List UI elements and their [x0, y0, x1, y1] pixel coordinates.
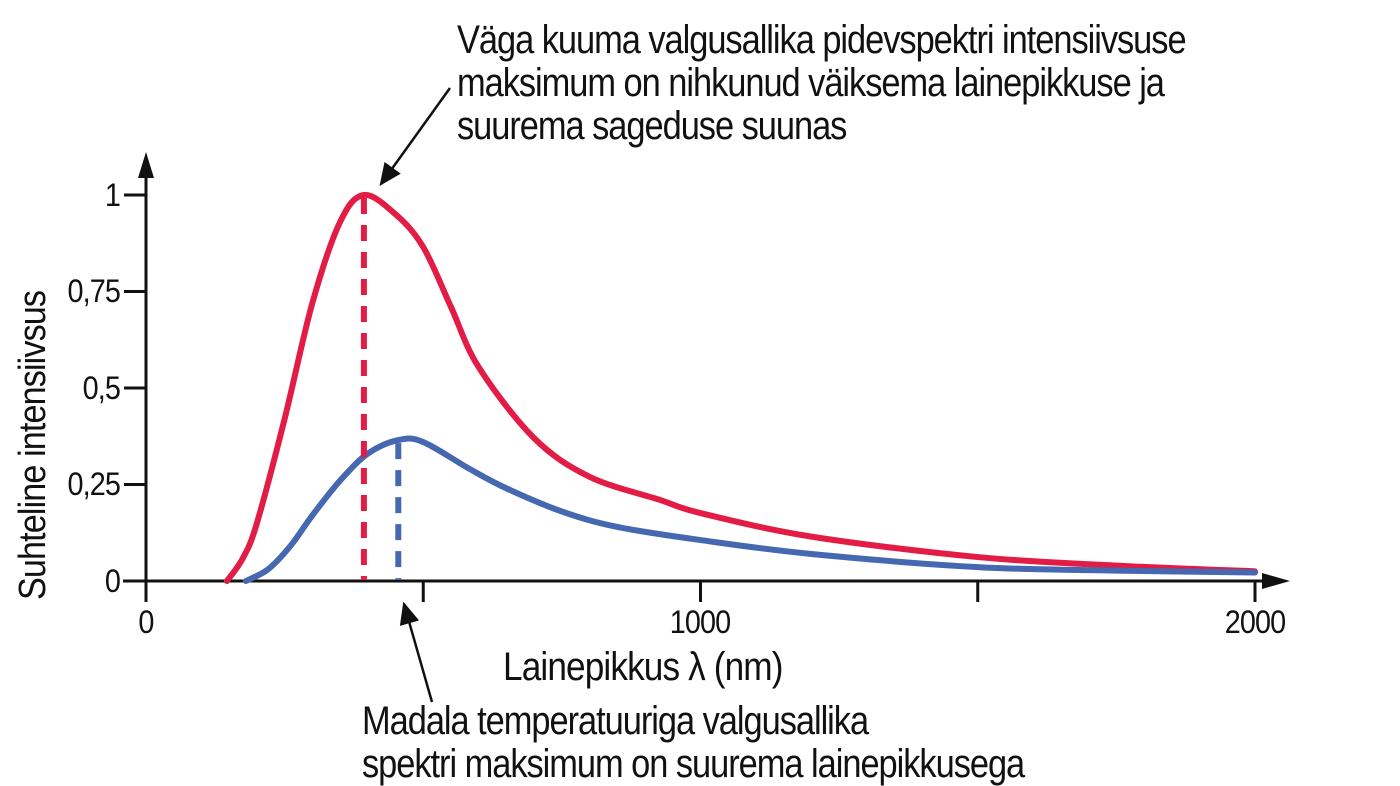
annotation-line: suurema sageduse suunas — [457, 104, 847, 148]
y-tick-label: 0 — [104, 563, 121, 599]
y-axis-arrow-icon — [138, 152, 154, 178]
y-tick-label: 0,5 — [82, 370, 121, 406]
y-tick-label: 1 — [104, 177, 121, 213]
bottom-annotation-arrow-icon — [399, 601, 434, 703]
x-axis-label: Lainepikkus λ (nm) — [503, 645, 783, 689]
y-axis — [124, 152, 154, 600]
x-axis — [123, 573, 1290, 602]
hot-source-curve — [223, 191, 1258, 584]
cool-source-curve — [242, 435, 1258, 584]
y-tick-label: 0,25 — [67, 466, 121, 502]
y-axis-label: Suhteline intensiivsus — [12, 290, 54, 600]
top-annotation-arrow-icon — [379, 87, 452, 187]
x-tick-label: 2000 — [1224, 604, 1286, 640]
annotation-line: spektri maksimum on suurema lainepikkuse… — [362, 742, 1025, 786]
x-tick-label: 1000 — [669, 604, 731, 640]
annotation-line: Madala temperatuuriga valgusallika — [362, 699, 869, 743]
x-axis-arrow-icon — [1262, 573, 1290, 589]
cool-source-annotation: Madala temperatuuriga valgusallika spekt… — [362, 699, 1025, 786]
annotation-line: maksimum on nihkunud väiksema lainepikku… — [457, 61, 1165, 105]
y-tick-label: 0,75 — [67, 273, 121, 309]
x-tick-label: 0 — [138, 604, 154, 640]
hot-source-annotation: Väga kuuma valgusallika pidevspektri int… — [457, 18, 1187, 148]
annotation-line: Väga kuuma valgusallika pidevspektri int… — [457, 18, 1187, 62]
